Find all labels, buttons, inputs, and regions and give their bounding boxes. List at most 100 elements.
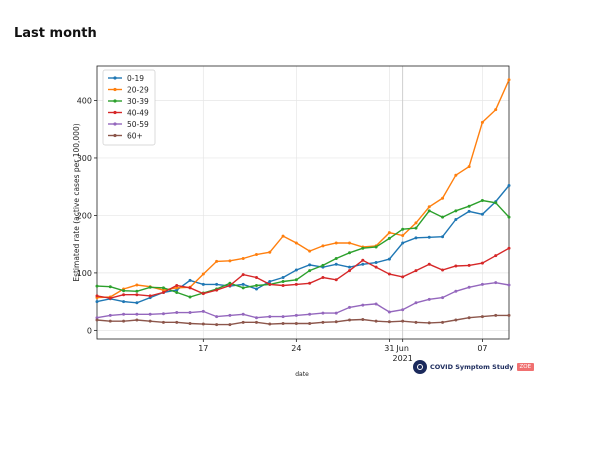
data-point-20-29 xyxy=(334,241,338,245)
data-point-20-29 xyxy=(467,165,471,169)
data-point-20-29 xyxy=(161,288,165,292)
data-point-30-39 xyxy=(321,263,325,267)
data-point-40-49 xyxy=(215,288,219,292)
data-point-20-29 xyxy=(281,234,285,238)
data-point-50-59 xyxy=(294,313,298,317)
data-point-40-49 xyxy=(241,273,245,277)
data-point-60+ xyxy=(454,318,458,322)
data-point-40-49 xyxy=(427,262,431,266)
data-point-50-59 xyxy=(175,311,179,315)
data-point-30-39 xyxy=(334,257,338,261)
series-line-30-39 xyxy=(96,199,510,298)
brand-tag: ZOE xyxy=(516,363,535,371)
data-point-50-59 xyxy=(122,312,126,316)
data-point-20-29 xyxy=(507,78,511,82)
data-point-40-49 xyxy=(321,276,325,280)
data-point-30-39 xyxy=(254,284,258,288)
data-point-20-29 xyxy=(308,249,312,253)
data-point-0-19 xyxy=(414,236,418,240)
data-point-40-49 xyxy=(254,276,258,280)
data-point-20-29 xyxy=(241,257,245,261)
data-point-60+ xyxy=(228,323,232,327)
data-point-30-39 xyxy=(135,289,139,293)
data-point-0-19 xyxy=(507,184,511,188)
data-point-60+ xyxy=(427,321,431,325)
series-line-20-29 xyxy=(96,79,510,299)
data-point-20-29 xyxy=(254,253,258,257)
series-line-40-49 xyxy=(96,247,510,299)
data-point-50-59 xyxy=(108,313,112,317)
data-point-60+ xyxy=(414,320,418,324)
data-point-0-19 xyxy=(348,265,352,269)
data-point-30-39 xyxy=(108,285,112,289)
data-point-50-59 xyxy=(95,316,99,320)
data-point-60+ xyxy=(294,321,298,325)
data-point-50-59 xyxy=(494,281,498,285)
covid-study-logo-icon xyxy=(413,360,427,374)
y-axis-label: Estimated rate (active cases per 100,000… xyxy=(72,123,81,281)
data-point-30-39 xyxy=(454,209,458,213)
data-point-60+ xyxy=(268,322,272,326)
data-point-60+ xyxy=(122,319,126,323)
data-point-0-19 xyxy=(480,212,484,216)
data-point-60+ xyxy=(175,320,179,324)
x-tick-label: 31 xyxy=(384,344,394,353)
data-point-0-19 xyxy=(308,263,312,267)
data-point-60+ xyxy=(401,319,405,323)
data-point-30-39 xyxy=(241,286,245,290)
data-point-50-59 xyxy=(348,305,352,309)
data-point-50-59 xyxy=(454,289,458,293)
data-point-60+ xyxy=(241,320,245,324)
data-point-30-39 xyxy=(507,215,511,219)
data-point-0-19 xyxy=(281,276,285,280)
data-point-60+ xyxy=(321,320,325,324)
x-tick-label: 24 xyxy=(291,344,301,353)
data-point-40-49 xyxy=(175,284,179,288)
legend-swatch-marker xyxy=(113,110,117,115)
data-point-40-49 xyxy=(228,284,232,288)
data-point-0-19 xyxy=(374,261,378,265)
data-point-20-29 xyxy=(414,221,418,225)
data-point-20-29 xyxy=(175,286,179,290)
data-point-0-19 xyxy=(122,300,126,304)
data-point-30-39 xyxy=(95,284,99,288)
x-tick-label: Jun xyxy=(395,344,409,353)
data-point-40-49 xyxy=(201,292,205,296)
data-point-30-39 xyxy=(441,215,445,219)
data-point-50-59 xyxy=(201,309,205,313)
data-point-0-19 xyxy=(268,280,272,284)
data-point-50-59 xyxy=(215,315,219,319)
data-point-30-39 xyxy=(161,286,165,290)
data-point-30-39 xyxy=(427,209,431,213)
data-point-20-29 xyxy=(294,241,298,245)
data-point-30-39 xyxy=(361,246,365,250)
data-point-40-49 xyxy=(467,263,471,267)
series-line-60+ xyxy=(96,314,509,326)
x-tick-label: 07 xyxy=(477,344,487,353)
legend-swatch-marker xyxy=(113,133,117,138)
data-point-60+ xyxy=(480,315,484,319)
data-point-50-59 xyxy=(441,296,445,300)
data-point-20-29 xyxy=(135,283,139,287)
data-point-40-49 xyxy=(494,254,498,258)
data-point-50-59 xyxy=(387,310,391,314)
data-point-50-59 xyxy=(254,316,258,320)
page-heading: Last month xyxy=(14,26,97,41)
series-line-0-19 xyxy=(96,185,510,304)
legend-swatch-marker xyxy=(113,122,117,126)
data-point-30-39 xyxy=(480,198,484,202)
data-point-0-19 xyxy=(175,288,179,292)
data-point-40-49 xyxy=(387,272,391,276)
data-point-60+ xyxy=(334,320,338,324)
data-point-50-59 xyxy=(427,297,431,301)
data-point-40-49 xyxy=(334,278,338,282)
data-point-50-59 xyxy=(480,282,484,286)
data-point-60+ xyxy=(161,320,165,324)
y-tick-label: 400 xyxy=(77,96,92,105)
data-point-50-59 xyxy=(401,308,405,312)
brand-name: COVID Symptom Study xyxy=(430,363,514,371)
data-point-20-29 xyxy=(228,259,232,263)
data-point-20-29 xyxy=(387,231,391,235)
data-point-50-59 xyxy=(361,303,365,307)
